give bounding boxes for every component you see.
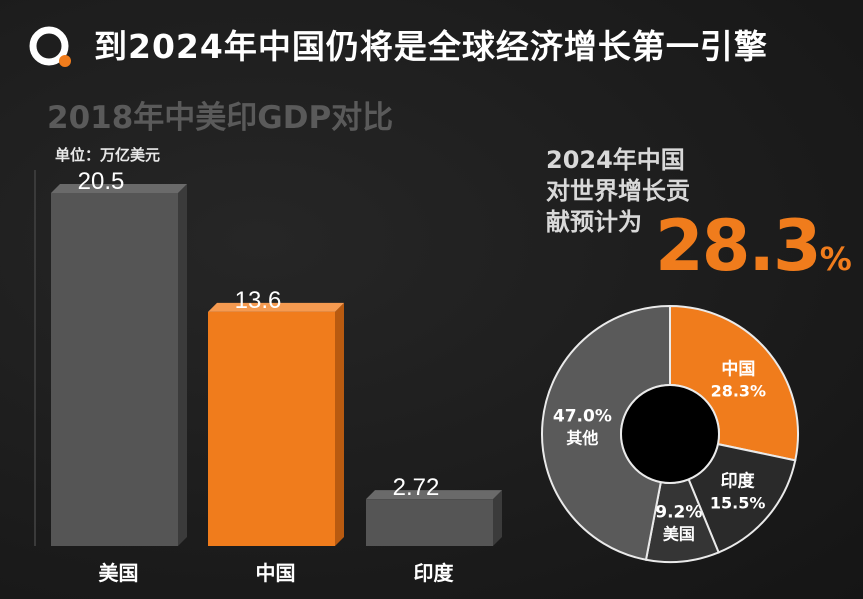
donut-slice-name: 美国 <box>663 525 695 544</box>
contribution-value: 28.3% <box>655 206 852 299</box>
unit-label: 单位：万亿美元 <box>55 146 161 164</box>
bar-value-label: 13.6 <box>235 287 282 314</box>
bar-value-label: 20.5 <box>78 168 125 195</box>
contribution-percent-sign: % <box>819 240 852 278</box>
bar-top <box>366 490 502 500</box>
caption-line-2: 对世界增长贡 <box>546 177 690 205</box>
caption-line-1: 2024年中国 <box>546 146 685 174</box>
bar <box>51 193 178 546</box>
donut-slice-value: 28.3% <box>711 382 767 401</box>
donut-hole <box>620 384 720 484</box>
bar-side <box>178 184 187 546</box>
bar-chart-title: 2018年中美印GDP对比 <box>47 100 394 136</box>
caption-line-3: 献预计为 <box>546 208 642 236</box>
bar-category-label: 印度 <box>414 561 455 585</box>
bar-value-label: 2.72 <box>393 474 440 501</box>
bar <box>208 311 335 546</box>
bar-side <box>493 490 502 546</box>
donut-slice-value: 15.5% <box>710 493 766 512</box>
bar <box>366 499 493 546</box>
bar-category-label: 美国 <box>99 561 139 585</box>
donut-slice-value: 9.2% <box>655 503 702 523</box>
bar-category-label: 中国 <box>256 561 296 585</box>
contribution-number: 28.3 <box>655 205 822 287</box>
header: 到2024年中国仍将是全球经济增长第一引擎 <box>0 0 863 84</box>
contribution-caption: 2024年中国 对世界增长贡 献预计为 <box>546 145 690 238</box>
logo-icon <box>29 26 71 67</box>
donut-slice-value: 47.0% <box>553 407 612 427</box>
bar-side <box>335 302 344 546</box>
donut-slice-name: 印度 <box>721 470 756 491</box>
donut-slice-name: 中国 <box>721 359 755 380</box>
page-title: 到2024年中国仍将是全球经济增长第一引擎 <box>94 27 768 66</box>
bar-top <box>208 302 344 312</box>
donut-slice-name: 其他 <box>566 429 598 448</box>
bar-top <box>51 184 187 193</box>
